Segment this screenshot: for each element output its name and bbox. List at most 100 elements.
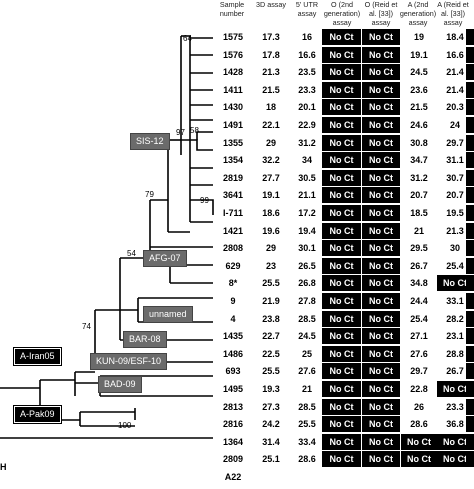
table-cell-or: No Ct [362,81,400,98]
table-cell-a2: 23.6 [410,84,428,95]
table-cell-d3: 32.2 [262,155,280,166]
table-cell-d3: 24.2 [262,419,280,430]
table-cell-utr: 27.6 [298,366,316,377]
clade-afg07-label: AFG-07 [143,250,187,267]
table-cell-or: No Ct [362,416,400,433]
table-cell-utr: 23.5 [298,67,316,78]
table-row: 629 23 26.5 No Ct No Ct 26.7 25.4 [0,257,474,278]
table-cell-sample: 1411 [223,84,243,95]
table-row: 9 21.9 27.8 No Ct No Ct 24.4 33.1 [0,293,474,313]
table-cell-o2: No Ct [322,345,361,362]
table-cell-or: No Ct [362,275,400,292]
table-cell-ar: 28.8 [446,348,464,359]
table-cell-or: No Ct [362,451,400,468]
table-cell-clipped [466,117,474,133]
table-cell-or: No Ct [362,152,400,169]
table-row: 1491 22.1 22.9 No Ct No Ct 24.6 24 [0,117,474,137]
table-cell-a2: 24.6 [410,120,428,130]
table-row: 1354 32.2 34 No Ct No Ct 34.7 31.1 [0,152,474,172]
table-row: 1421 19.6 19.4 No Ct No Ct 21 21.3 [0,222,474,243]
table-cell-o2: No Ct [322,328,361,345]
table-cell-o2: No Ct [322,275,361,292]
table-row: 693 25.5 27.6 No Ct No Ct 29.7 26.7 [0,363,474,383]
table-cell-d3: 19.3 [262,384,280,394]
table-cell-or: No Ct [362,328,400,345]
table-cell-o2: No Ct [322,381,361,397]
table-row: 2816 24.2 25.5 No Ct No Ct 28.6 36.8 [0,416,474,436]
bootstrap-value: 97 [176,128,185,137]
header-a-2nd-assay: A (2nd generation) assay [399,0,437,27]
table-cell-clipped [466,152,474,169]
table-cell-ar: No Ct [437,433,473,450]
table-cell-utr: 24.5 [298,331,316,342]
table-cell-o2: No Ct [322,152,361,169]
table-cell-a2: 29.5 [410,243,428,254]
bootstrap-value: 79 [145,190,154,199]
clade-unnamed-label: unnamed [143,306,193,323]
table-cell-utr [290,469,324,485]
table-cell-sample: 1421 [222,225,244,236]
table-row: A22 [0,469,474,489]
table-cell-a2: 27.6 [410,348,428,359]
table-cell-clipped [466,328,474,345]
table-row: 4 23.8 28.5 No Ct No Ct 25.4 28.2 [0,310,474,331]
table-cell-ar: 30.7 [446,172,464,183]
table-cell-d3: 19.1 [262,190,280,201]
table-cell-utr: 27.8 [298,296,316,306]
table-row: 1435 22.7 24.5 No Ct No Ct 27.1 23.1 [0,328,474,348]
table-cell-d3: 29 [265,137,276,148]
table-cell-clipped [466,257,474,274]
clade-sis12-label: SIS-12 [130,133,170,150]
table-cell-clipped [466,205,474,221]
bootstrap-value: 74 [82,322,91,331]
table-cell-o2: No Ct [322,433,361,450]
table-cell-utr: 26.5 [298,260,316,271]
table-cell-d3: 21.5 [262,84,280,95]
header-sample-number: Sample number [219,0,245,18]
table-cell-or: No Ct [362,398,400,415]
table-row: 1411 21.5 23.3 No Ct No Ct 23.6 21.4 [0,81,474,102]
table-cell-o2: No Ct [322,187,361,204]
table-cell-utr: 19.4 [298,225,316,236]
table-row: 3641 19.1 21.1 No Ct No Ct 20.7 20.7 [0,187,474,207]
table-cell-clipped [466,293,474,309]
table-cell-utr: 28.5 [298,401,316,412]
table-cell-ar: No Ct [437,275,473,292]
table-cell-ar: 33.1 [446,296,464,306]
table-cell-ar: 21.3 [446,225,464,236]
table-cell-utr: 25 [301,348,312,359]
table-cell-sample: 1491 [222,120,244,130]
table-cell-o2 [322,469,361,485]
table-cell-sample: 1576 [222,49,244,60]
clade-bar08-label: BAR-08 [123,331,167,348]
table-cell-ar: 28.2 [446,313,464,324]
table-cell-or [362,469,400,485]
table-cell-utr: 17.2 [298,208,316,218]
table-cell-a2: 19.1 [410,49,428,60]
table-cell-d3: 19.6 [262,225,280,236]
table-cell-utr: 23.3 [298,84,316,95]
table-cell-sample: 1428 [222,67,244,78]
table-cell-d3: 22.5 [262,348,280,359]
table-cell-o2: No Ct [322,398,361,415]
table-cell-ar: 16.6 [446,49,464,60]
table-cell-utr: 30.1 [298,243,316,254]
table-cell-clipped [466,275,474,292]
table-cell-ar [437,469,473,485]
table-cell-sample: 1364 [222,436,244,447]
table-cell-utr: 21.1 [298,190,316,201]
table-cell-sample: A22 [224,472,242,482]
table-cell-a2: 28.6 [410,419,428,430]
table-row: 8* 25.5 26.8 No Ct No Ct 34.8 No Ct [0,275,474,295]
table-row: 1428 21.3 23.5 No Ct No Ct 24.5 21.4 [0,64,474,84]
table-cell-d3: 25.5 [262,366,280,377]
table-cell-ar: 25.4 [446,260,464,271]
table-cell-sample: 2809 [222,454,244,465]
table-cell-a2: 26.7 [410,260,428,271]
table-cell-a2 [401,469,437,485]
table-cell-or: No Ct [362,433,400,450]
bootstrap-value: 99 [200,196,209,205]
table-cell-d3: 27.3 [262,401,280,412]
table-cell-d3: 29 [265,243,276,254]
table-cell-or: No Ct [362,222,400,239]
